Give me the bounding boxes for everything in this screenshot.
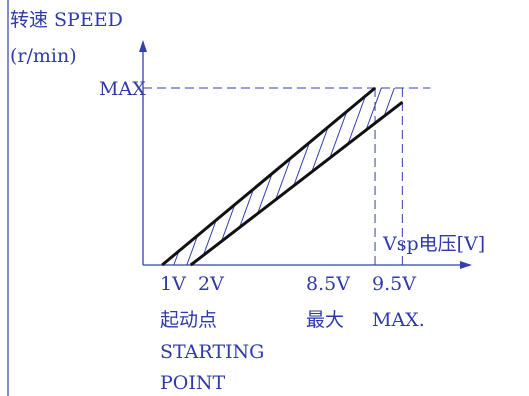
hatch-line-6: [197, 88, 269, 265]
hatch-line-13: [288, 88, 360, 265]
hatch-line-4: [171, 88, 243, 265]
hatch-line-2: [162, 88, 217, 265]
hatch-line-14: [301, 88, 373, 265]
max-label-cn: 最大: [306, 309, 344, 331]
tick-label-9-5v: 9.5V: [372, 273, 416, 295]
y-axis-label-line1: 转速 SPEED: [10, 9, 123, 31]
x-axis-arrow: [460, 261, 472, 269]
hatch-line-0: [162, 88, 191, 265]
starting-point-label-en-2: POINT: [160, 372, 225, 394]
tick-label-2v: 2V: [198, 273, 224, 295]
upper-boundary-line: [161, 86, 377, 267]
starting-point-label-cn: 起动点: [160, 309, 217, 331]
hatch-line-8: [223, 88, 295, 265]
x-axis-label: Vsp电压[V]: [382, 233, 485, 255]
hatch-line-3: [162, 88, 230, 265]
max-label-en: MAX.: [372, 309, 425, 331]
y-max-label: MAX: [99, 78, 146, 100]
hatch-line-15: [314, 88, 386, 265]
tick-label-1v: 1V: [160, 273, 186, 295]
tick-label-8-5v: 8.5V: [306, 273, 350, 295]
y-axis-arrow: [139, 40, 147, 52]
y-axis-label-line2: (r/min): [10, 45, 77, 67]
lower-boundary-line: [189, 100, 404, 267]
starting-point-label-en-1: STARTING: [160, 341, 264, 363]
